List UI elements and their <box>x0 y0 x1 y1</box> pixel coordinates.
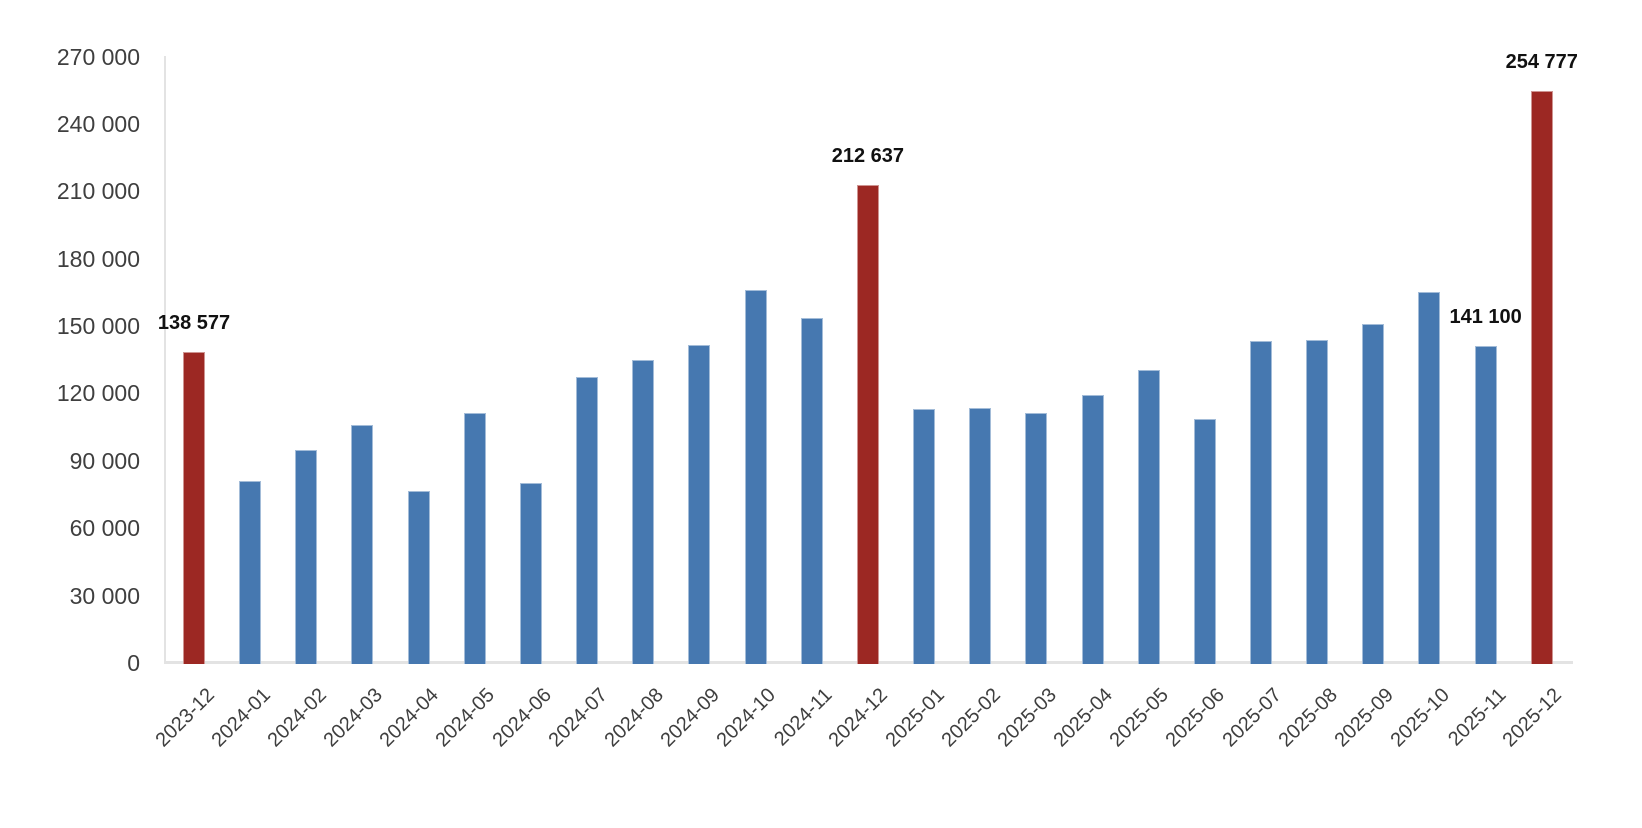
bar-value-label-2025-12: 254 777 <box>1505 50 1578 73</box>
x-tick-label-2024-02: 2024-02 <box>263 684 331 752</box>
x-tick-label-2025-01: 2025-01 <box>881 684 949 752</box>
bar-value-label-2023-12: 138 577 <box>157 311 231 334</box>
y-tick-label: 240 000 <box>56 110 140 137</box>
x-tick-label-2024-10: 2024-10 <box>712 684 781 752</box>
x-tick-label-2025-10: 2025-10 <box>1386 684 1455 752</box>
bar-2024-09 <box>688 345 711 664</box>
bar-2023-12 <box>183 351 205 664</box>
bar-2025-07 <box>1249 340 1272 664</box>
x-tick-label-2025-07: 2025-07 <box>1218 684 1286 752</box>
bar-2025-02 <box>969 408 992 664</box>
x-tick-label-2025-05: 2025-05 <box>1105 684 1174 752</box>
x-tick-label-2024-11: 2024-11 <box>769 684 837 751</box>
y-tick-label: 0 <box>127 650 140 676</box>
bar-2024-01 <box>239 481 262 664</box>
x-tick-label-2023-12: 2023-12 <box>151 684 219 752</box>
y-axis-line <box>164 56 166 664</box>
x-tick-label-2025-04: 2025-04 <box>1049 684 1118 752</box>
x-tick-label-2025-02: 2025-02 <box>937 684 1005 752</box>
bar-2024-04 <box>407 491 430 664</box>
x-tick-label-2024-03: 2024-03 <box>319 684 388 752</box>
x-tick-label-2024-04: 2024-04 <box>375 684 444 752</box>
x-tick-label-2024-07: 2024-07 <box>544 684 612 752</box>
bar-2025-09 <box>1362 323 1385 664</box>
y-tick-label: 90 000 <box>69 447 140 474</box>
bar-2024-12 <box>856 185 879 664</box>
bar-2025-06 <box>1193 419 1216 664</box>
y-tick-label: 30 000 <box>69 582 140 609</box>
bar-2024-06 <box>519 483 542 664</box>
x-tick-label-2025-06: 2025-06 <box>1161 684 1230 752</box>
x-tick-label-2024-08: 2024-08 <box>600 684 668 752</box>
bar-value-label-2025-11: 141 100 <box>1449 306 1522 329</box>
bar-2024-11 <box>800 318 823 664</box>
bar-2025-12 <box>1530 90 1553 664</box>
x-tick-label-2024-05: 2024-05 <box>431 684 500 752</box>
bar-2025-08 <box>1306 339 1329 664</box>
bar-2024-10 <box>744 290 767 664</box>
bar-2024-03 <box>351 424 374 664</box>
x-tick-label-2025-11: 2025-11 <box>1443 684 1511 751</box>
y-tick-label: 180 000 <box>56 245 140 272</box>
bar-2024-07 <box>576 376 599 664</box>
bar-2024-05 <box>463 412 486 664</box>
bar-2025-03 <box>1025 412 1048 664</box>
y-tick-label: 60 000 <box>69 515 140 542</box>
x-tick-label-2025-12: 2025-12 <box>1498 684 1567 752</box>
bar-2025-10 <box>1418 292 1441 664</box>
x-tick-label-2025-09: 2025-09 <box>1330 684 1398 752</box>
bar-2024-02 <box>295 449 318 664</box>
bar-2024-08 <box>632 359 655 664</box>
x-tick-label-2024-06: 2024-06 <box>488 684 556 752</box>
x-tick-label-2024-09: 2024-09 <box>656 684 724 752</box>
y-tick-label: 120 000 <box>56 380 140 407</box>
y-tick-label: 210 000 <box>56 178 140 205</box>
bar-2025-05 <box>1137 369 1160 664</box>
x-tick-label-2024-12: 2024-12 <box>824 684 893 752</box>
bar-2025-04 <box>1081 394 1104 664</box>
x-tick-label-2024-01: 2024-01 <box>207 684 275 752</box>
x-tick-label-2025-03: 2025-03 <box>993 684 1061 752</box>
bar-2025-01 <box>913 409 936 664</box>
y-tick-label: 270 000 <box>56 43 140 70</box>
bar-value-label-2024-12: 212 637 <box>831 145 905 168</box>
x-tick-label-2025-08: 2025-08 <box>1274 684 1342 752</box>
bar-2025-11 <box>1474 346 1497 664</box>
y-tick-label: 150 000 <box>56 313 140 340</box>
